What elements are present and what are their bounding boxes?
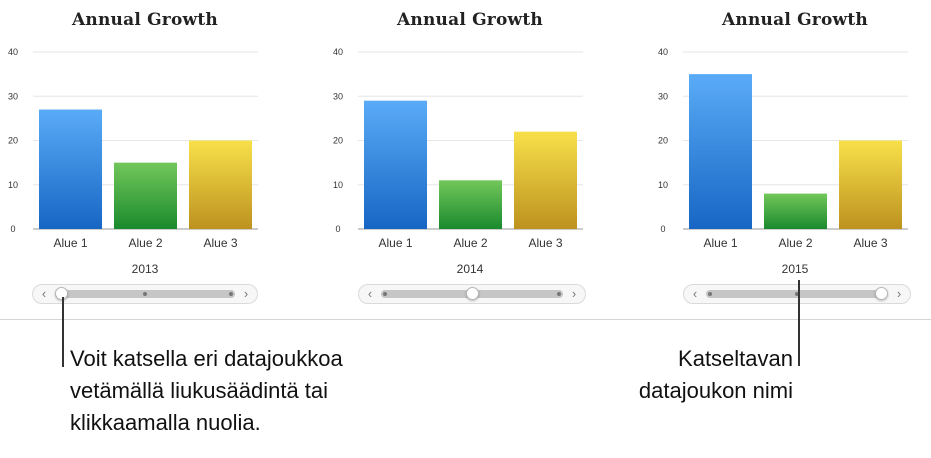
x-tick-label: Alue 3 — [853, 236, 887, 250]
slider-thumb[interactable] — [55, 287, 68, 300]
slider-stop-dot — [557, 292, 561, 296]
chart-title: Annual Growth — [397, 10, 543, 30]
slider-stop-dot — [229, 292, 233, 296]
y-tick-label: 40 — [658, 47, 668, 57]
y-tick-label: 0 — [10, 224, 15, 234]
x-tick-label: Alue 3 — [203, 236, 237, 250]
callout-line-text: klikkaamalla nuolia. — [70, 410, 261, 435]
bar — [439, 180, 502, 229]
dataset-name: 2013 — [131, 262, 159, 276]
bar — [689, 74, 752, 229]
bar — [39, 109, 102, 229]
dataset-name: 2015 — [781, 262, 809, 276]
x-tick-label: Alue 3 — [528, 236, 562, 250]
callout-line-text: Voit katsella eri datajoukkoa — [70, 346, 343, 371]
dataset-name: 2014 — [456, 262, 484, 276]
chart-panel: Annual Growth 0 10 20 30 40 Alue 1 Alue 2 Alue … — [0, 0, 300, 310]
x-tick-label: Alue 2 — [778, 236, 812, 250]
bar — [189, 140, 252, 229]
slider-track[interactable] — [706, 287, 888, 300]
y-tick-label: 30 — [333, 91, 343, 101]
slider-stop-dot — [383, 292, 387, 296]
y-tick-label: 10 — [333, 180, 343, 190]
divider — [0, 319, 931, 320]
x-tick-label: Alue 1 — [703, 236, 737, 250]
chart-title: Annual Growth — [72, 10, 218, 30]
bar — [839, 140, 902, 229]
callout-line-text: Katseltavan — [678, 346, 793, 371]
chevron-right-icon[interactable]: › — [896, 286, 902, 301]
dataset-slider[interactable]: ‹ › — [683, 284, 911, 304]
chart-panel: Annual Growth 0 10 20 30 40 Alue 1 Alue 2 Alue … — [650, 0, 931, 310]
bar — [364, 100, 427, 229]
chevron-left-icon[interactable]: ‹ — [367, 286, 373, 301]
slider-track[interactable] — [381, 287, 563, 300]
slider-stop-dot — [708, 292, 712, 296]
slider-thumb[interactable] — [465, 287, 479, 300]
chart-panel: Annual Growth 0 10 20 30 40 Alue 1 Alue 2 Alue … — [325, 0, 625, 310]
y-tick-label: 10 — [8, 180, 18, 190]
chart-title: Annual Growth — [722, 10, 868, 30]
chevron-left-icon[interactable]: ‹ — [41, 286, 47, 301]
callout-line-text: vetämällä liukusäädintä tai — [70, 378, 329, 403]
dataset-slider[interactable]: ‹ › — [32, 284, 258, 304]
y-tick-label: 0 — [660, 224, 665, 234]
slider-thumb[interactable] — [875, 287, 888, 300]
x-tick-label: Alue 2 — [453, 236, 487, 250]
dataset-callout-line — [798, 280, 800, 366]
bar-chart: 0 10 20 30 40 Alue 1 Alue 2 Alue 3 — [333, 47, 583, 250]
y-tick-label: 40 — [8, 47, 18, 57]
slider-track[interactable] — [55, 287, 235, 300]
y-tick-label: 30 — [8, 91, 18, 101]
y-tick-label: 30 — [658, 91, 668, 101]
slider-stop-dot — [143, 292, 147, 296]
x-tick-label: Alue 1 — [53, 236, 87, 250]
x-tick-label: Alue 1 — [378, 236, 412, 250]
y-tick-label: 40 — [333, 47, 343, 57]
chevron-left-icon[interactable]: ‹ — [692, 286, 698, 301]
chevron-right-icon[interactable]: › — [571, 286, 577, 301]
bar — [114, 162, 177, 229]
bar — [764, 193, 827, 229]
slider-callout-text: Voit katsella eri datajoukkoa vetämällä … — [70, 343, 490, 439]
y-tick-label: 10 — [658, 180, 668, 190]
bar — [514, 131, 577, 229]
y-tick-label: 0 — [335, 224, 340, 234]
y-tick-label: 20 — [658, 136, 668, 146]
dataset-name-callout-text: Katseltavan datajoukon nimi — [533, 343, 793, 407]
bar-chart: 0 10 20 30 40 Alue 1 Alue 2 Alue 3 — [8, 47, 258, 250]
bar-chart: 0 10 20 30 40 Alue 1 Alue 2 Alue 3 — [658, 47, 908, 250]
slider-stop-dot — [795, 292, 799, 296]
y-tick-label: 20 — [8, 136, 18, 146]
chevron-right-icon[interactable]: › — [243, 286, 249, 301]
slider-callout-line — [62, 297, 64, 367]
callout-line-text: datajoukon nimi — [638, 378, 793, 403]
x-tick-label: Alue 2 — [128, 236, 162, 250]
dataset-slider[interactable]: ‹ › — [358, 284, 586, 304]
y-tick-label: 20 — [333, 136, 343, 146]
